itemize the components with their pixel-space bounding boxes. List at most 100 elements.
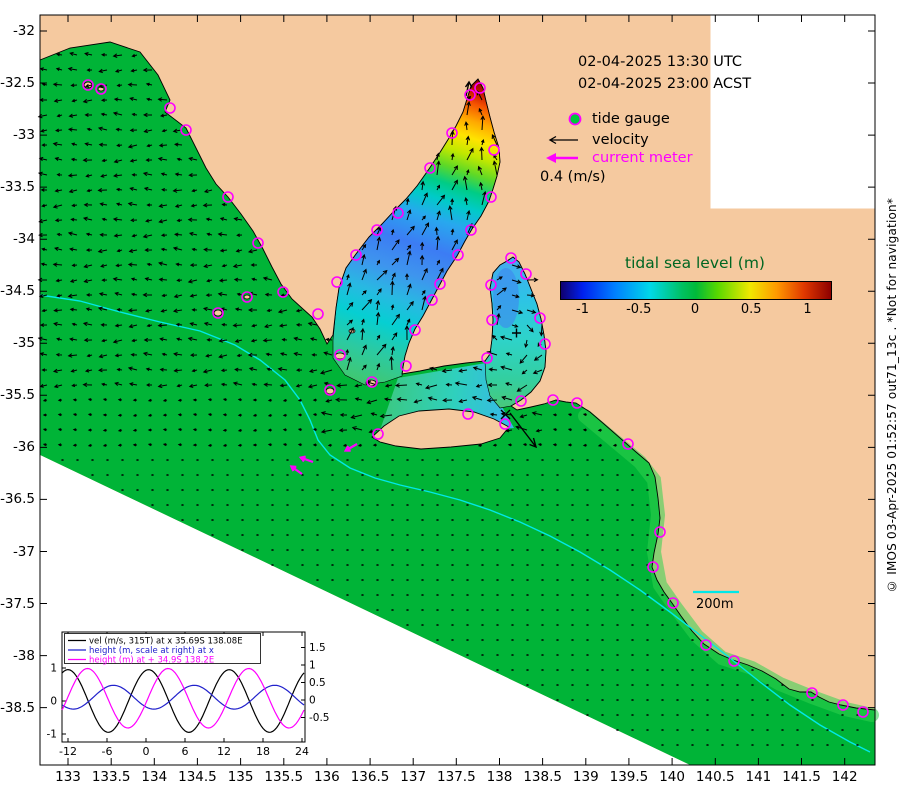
inset-left-tick-label: 0 <box>50 696 57 708</box>
tide-gauge-marker <box>485 191 497 203</box>
inset-left-tick-label: -1 <box>47 729 57 741</box>
tide-gauge-marker <box>539 338 551 350</box>
tide-gauge-marker <box>485 279 497 291</box>
tide-gauge-marker <box>534 312 546 324</box>
x-tick-label: 139 <box>572 769 599 785</box>
isobath-scale-label: 200m <box>696 597 734 612</box>
current-meter-markers <box>289 443 358 475</box>
inset-chart: -12 -6 0 6 12 18 24 1 0 -1 1.5 1 0.5 0 -0.5 vel (m/s, 3… <box>47 631 330 758</box>
colorbar <box>560 281 832 300</box>
tide-gauge-marker <box>312 308 324 320</box>
station-plus-marker <box>512 328 521 338</box>
current-meter-arrow <box>298 455 314 464</box>
tide-gauge-marker <box>488 144 500 156</box>
tide-gauge-marker <box>95 83 107 95</box>
legend-tide-gauge-label: tide gauge <box>592 111 670 127</box>
tide-gauge-marker <box>654 526 666 538</box>
velocity-arrow-icon <box>548 135 578 145</box>
map-legend-icons <box>546 112 582 163</box>
legend-velocity-label: velocity <box>592 132 649 148</box>
x-tick-label: 137.5 <box>437 769 476 785</box>
y-tick-label: -38.5 <box>0 699 35 716</box>
tide-gauge-marker <box>474 82 486 94</box>
x-tick-label: 140 <box>659 769 685 785</box>
x-tick-label: 135 <box>227 769 254 785</box>
strong-current-arrows <box>464 80 538 449</box>
island <box>213 309 223 317</box>
x-tick-label: 133.5 <box>91 769 131 785</box>
x-tick-label: 139.5 <box>609 769 649 785</box>
tide-gauge-marker <box>212 307 224 319</box>
tide-gauge-marker <box>499 418 511 430</box>
y-tick-label: -34 <box>12 231 35 248</box>
watermark-credit: © IMOS 03-Apr-2025 01:52:57 out71_13c . … <box>885 197 899 593</box>
inset-x-tick-label: 0 <box>143 745 150 758</box>
y-tick-label: -36 <box>12 439 35 456</box>
axes-frame <box>39 14 876 766</box>
y-tick-label: -34.5 <box>0 283 35 300</box>
tide-gauge-marker <box>465 224 477 236</box>
x-tick-label: 133 <box>55 769 81 785</box>
tide-gauge-marker <box>331 276 343 288</box>
tide-gauge-marker <box>520 268 532 280</box>
tide-gauge-marker <box>424 162 436 174</box>
tide-gauge-marker <box>434 278 446 290</box>
tide-gauge-marker <box>647 561 659 573</box>
y-tick-label: -37 <box>12 543 35 560</box>
x-tick-label: 134.5 <box>178 769 217 785</box>
weak-velocity-dots <box>61 459 859 746</box>
island <box>325 387 335 395</box>
tide-gauge-marker <box>481 352 493 364</box>
y-tick-label: -35.5 <box>0 387 35 404</box>
tide-gauge-marker <box>371 224 383 236</box>
tide-gauge-marker <box>400 360 412 372</box>
x-tick-label: 138.5 <box>523 769 562 785</box>
x-tick-label: 135.5 <box>264 769 304 785</box>
tide-gauge-marker <box>452 249 464 261</box>
inset-x-tick-label: -12 <box>59 745 77 758</box>
inset-legend-label: height (m, scale at right) at x <box>89 646 214 656</box>
y-tick-label: -36.5 <box>0 491 35 508</box>
coastline <box>39 41 876 711</box>
tide-gauge-marker <box>241 291 253 303</box>
x-tick-label: 141 <box>745 769 772 785</box>
inset-right-tick-label: -0.5 <box>309 712 330 724</box>
tide-gauge-marker <box>82 79 94 91</box>
inset-series-right <box>61 667 305 729</box>
colorbar-tick-label: 1 <box>803 302 812 317</box>
gsv-low-tide-patch <box>493 268 519 328</box>
tide-gauge-marker <box>334 349 346 361</box>
tide-gauge-marker <box>837 699 849 711</box>
tide-gauge-marker <box>667 597 679 609</box>
legend-current-meter-label: current meter <box>592 150 693 166</box>
current-meter-arrowhead-icon <box>546 153 556 163</box>
tide-gauge-marker <box>505 252 517 264</box>
timestamp-local: 02-04-2025 23:00 ACST <box>578 76 752 92</box>
tide-gauge-icon <box>568 112 582 126</box>
colorbar-title: tidal sea level (m) <box>625 254 765 272</box>
colorbar-tick-label: -1 <box>576 302 589 317</box>
inset-series-left <box>61 668 305 734</box>
tide-gauge-marker <box>806 687 818 699</box>
y-tick-label: -38 <box>12 647 35 664</box>
colorbar-tick-label: 0 <box>690 302 700 317</box>
colorbar-tick-label: -0.5 <box>626 302 652 317</box>
y-tick-label: -32 <box>12 23 35 39</box>
x-tick-label: 138 <box>486 769 513 785</box>
x-tick-label: 136.5 <box>350 769 390 785</box>
timestamp-utc: 02-04-2025 13:30 UTC <box>578 54 743 70</box>
tide-gauge-marker <box>277 286 289 298</box>
inset-x-tick-label: -6 <box>102 745 113 758</box>
tide-gauge-marker <box>571 397 583 409</box>
tide-gauge-marker <box>409 324 421 336</box>
inset-right-tick-label: 0.5 <box>309 677 326 689</box>
y-tick-label: -33.5 <box>0 179 35 196</box>
tide-gauge-marker <box>486 314 498 326</box>
inset-x-tick-label: 24 <box>295 745 309 758</box>
inset-legend-box <box>64 633 261 664</box>
tide-gauge-markers <box>82 79 869 718</box>
tide-gauge-marker <box>462 408 474 420</box>
inset-right-tick-label: 0 <box>309 695 316 707</box>
